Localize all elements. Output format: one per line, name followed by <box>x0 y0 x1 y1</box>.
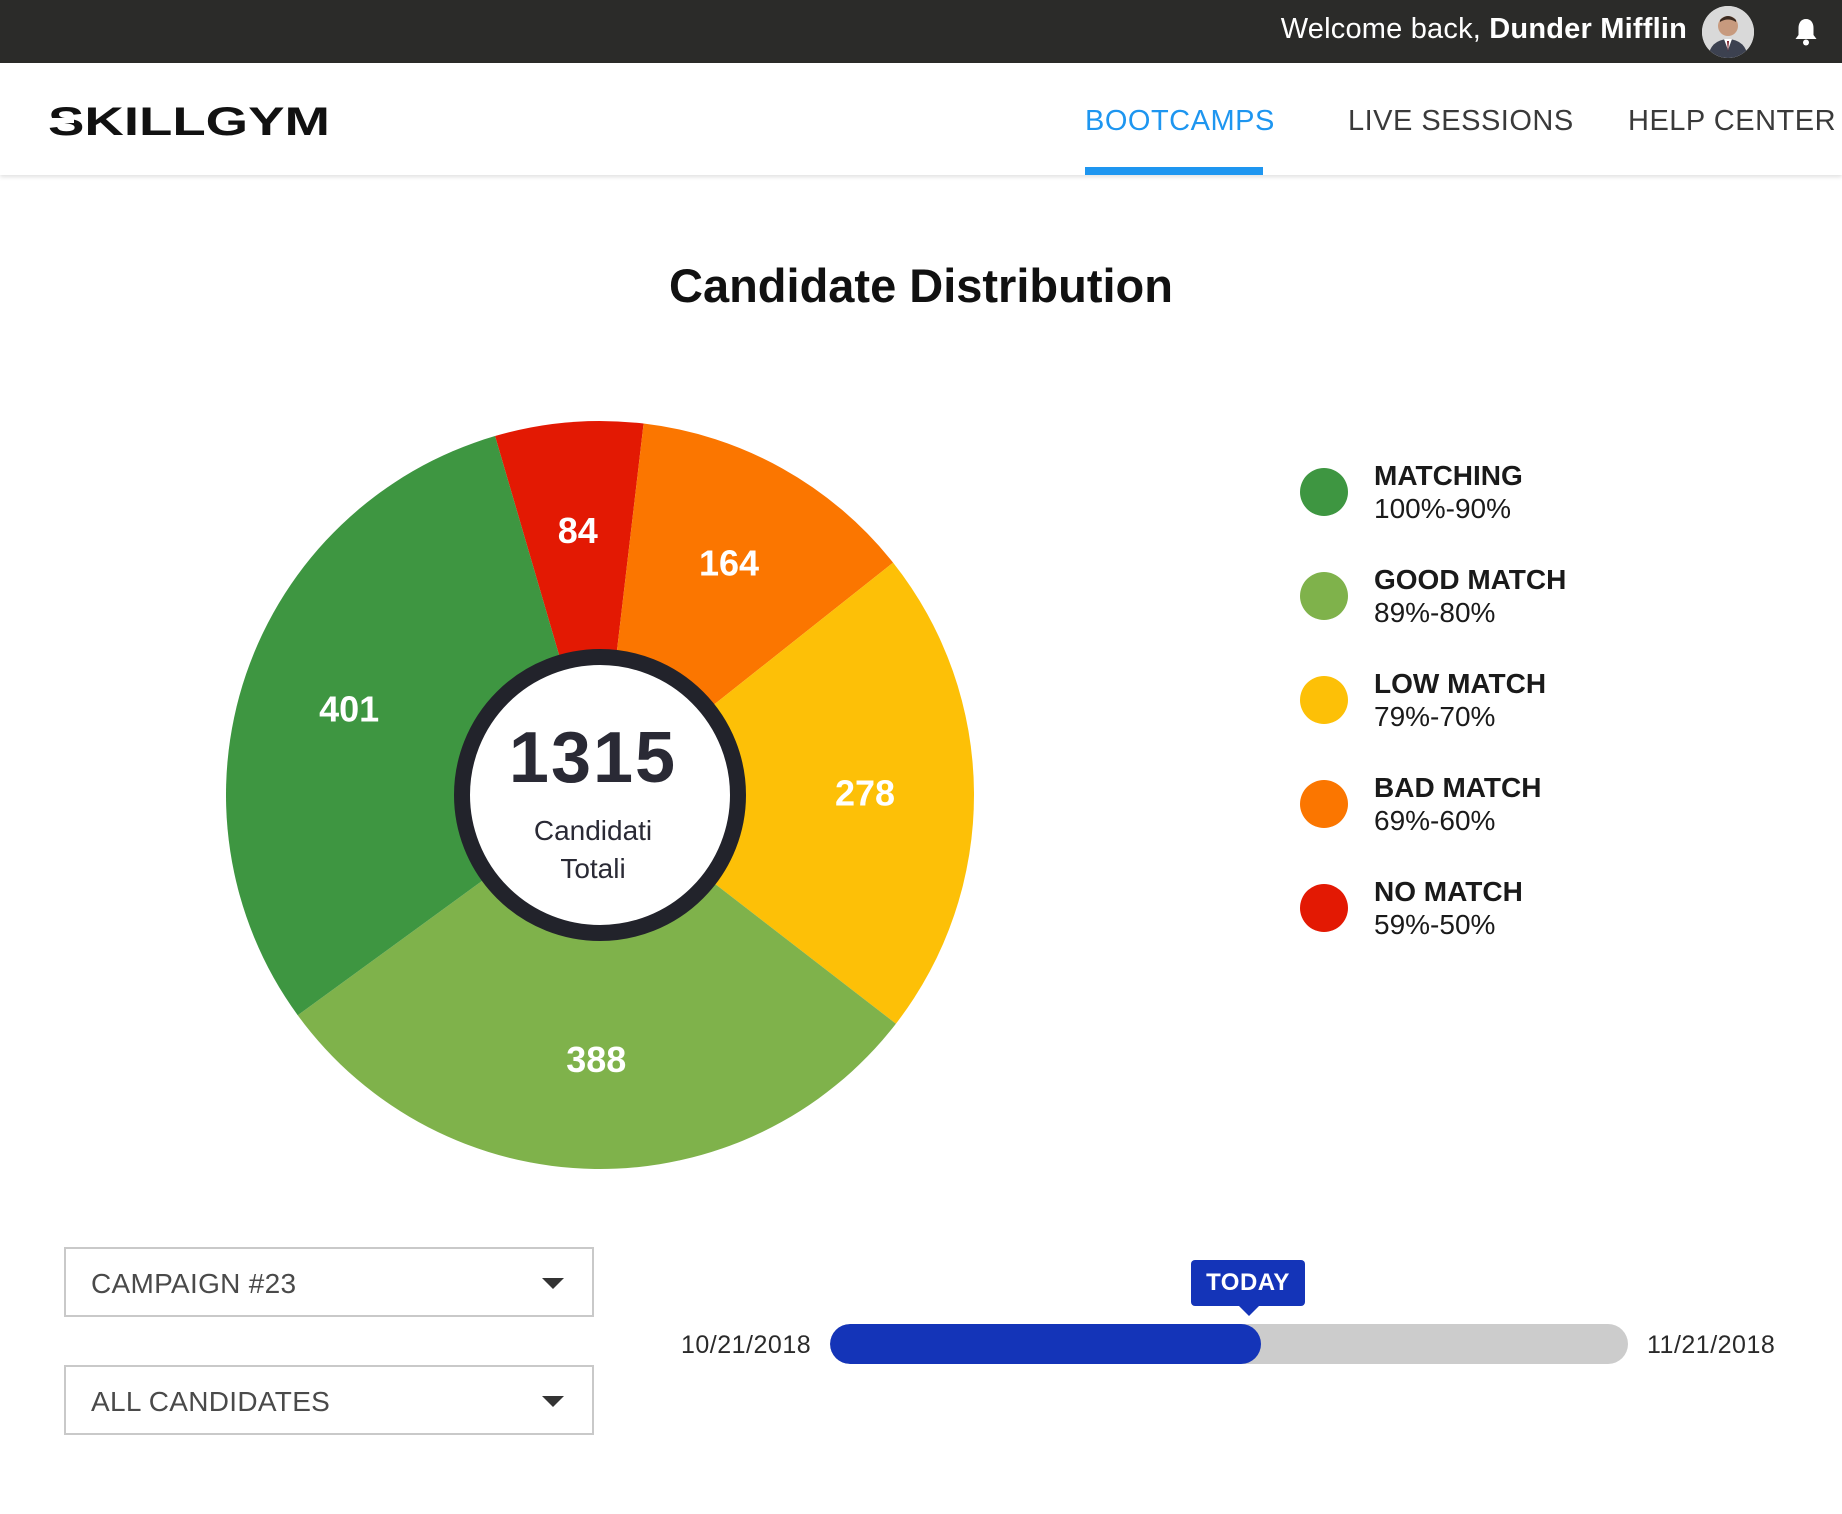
caret-down-icon <box>542 1278 564 1289</box>
candidates-select[interactable]: ALL CANDIDATES <box>64 1365 594 1435</box>
chart-center-caption: Candidati Totali <box>460 812 726 888</box>
slice-value-label: 388 <box>566 1039 626 1080</box>
caret-down-icon <box>542 1396 564 1407</box>
skillgym-logo[interactable]: SKILLGYM <box>48 100 338 146</box>
user-avatar-icon <box>1702 6 1754 58</box>
legend-dot <box>1300 780 1348 828</box>
notification-bell-icon[interactable] <box>1792 16 1820 46</box>
campaign-select-value: CAMPAIGN #23 <box>91 1268 297 1299</box>
pie-slice-low-match[interactable] <box>600 562 975 1024</box>
user-name[interactable]: Dunder Mifflin <box>1489 13 1687 45</box>
chart-center-hole <box>454 649 746 941</box>
legend-label: GOOD MATCH <box>1374 564 1567 595</box>
legend-dot <box>1300 468 1348 516</box>
legend-label: LOW MATCH <box>1374 668 1547 699</box>
active-tab-indicator <box>1085 167 1263 175</box>
legend-dot <box>1300 676 1348 724</box>
slice-value-label: 164 <box>699 543 759 584</box>
chart-center-total: 1315 <box>508 718 678 798</box>
center-caption-line-1: Candidati <box>533 815 653 846</box>
legend-range: 79%-70% <box>1374 701 1496 732</box>
legend-label: NO MATCH <box>1374 876 1523 907</box>
legend-range: 100%-90% <box>1374 493 1511 524</box>
pie-slice-matching[interactable] <box>225 436 601 1016</box>
legend-dot <box>1300 572 1348 620</box>
legend-range: 89%-80% <box>1374 597 1496 628</box>
nav-tab-help-center[interactable]: HELP CENTER <box>1628 105 1837 137</box>
legend-dot <box>1300 884 1348 932</box>
avatar[interactable] <box>1702 6 1754 58</box>
svg-text:SKILLGYM: SKILLGYM <box>48 101 330 141</box>
timeline-progress <box>830 1324 1261 1364</box>
legend-label: BAD MATCH <box>1374 772 1542 803</box>
today-marker-pointer <box>1238 1305 1260 1316</box>
top-bar: Welcome back, Dunder Mifflin <box>0 0 1842 63</box>
candidate-distribution-chart: 84 164 278 388 401 <box>225 421 975 1169</box>
page-title: Candidate Distribution <box>669 259 1173 312</box>
pie-slice-good-match[interactable] <box>297 795 896 1169</box>
welcome-message: Welcome back, Dunder Mifflin <box>1281 13 1687 46</box>
slice-value-label: 84 <box>558 510 598 551</box>
welcome-prefix: Welcome back, <box>1280 13 1490 45</box>
main-header: SKILLGYM BOOTCAMPS LIVE SESSIONS HELP CE… <box>0 63 1842 175</box>
legend-range: 69%-60% <box>1374 805 1496 836</box>
today-marker: TODAY <box>1191 1260 1305 1306</box>
slice-value-label: 401 <box>319 689 379 730</box>
candidates-select-value: ALL CANDIDATES <box>91 1386 331 1417</box>
logo-wordmark: SKILLGYM <box>48 100 330 144</box>
campaign-select[interactable]: CAMPAIGN #23 <box>64 1247 594 1317</box>
nav-tab-bootcamps[interactable]: BOOTCAMPS <box>1085 105 1275 137</box>
legend-label: MATCHING <box>1374 460 1523 491</box>
timeline-end-date: 11/21/2018 <box>1647 1331 1776 1359</box>
nav-tab-live-sessions[interactable]: LIVE SESSIONS <box>1348 105 1574 137</box>
center-caption-line-2: Totali <box>560 853 626 884</box>
timeline-track[interactable] <box>830 1324 1628 1364</box>
legend-range: 59%-50% <box>1374 909 1496 940</box>
slice-value-label: 278 <box>835 772 895 813</box>
timeline-start-date: 10/21/2018 <box>681 1331 812 1359</box>
